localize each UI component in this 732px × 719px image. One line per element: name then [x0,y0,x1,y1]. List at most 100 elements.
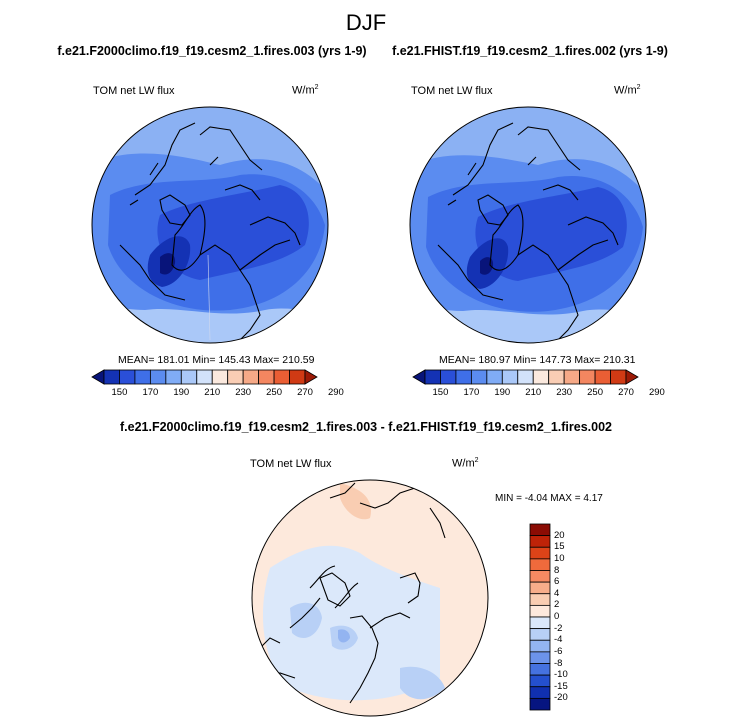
colorbar-box [227,369,244,385]
panel-1-case-title: f.e21.F2000climo.f19_f19.cesm2_1.fires.0… [57,44,367,58]
colorbar-box [258,369,275,385]
panel-2-variable-label: TOM net LW flux [411,85,493,97]
panel-1-polar-map [91,106,329,344]
colorbar-tick-label: 230 [556,387,573,398]
diff-colorbar-box [529,546,551,560]
diff-colorbar-tick-label: 20 [554,529,565,541]
diff-colorbar-tick-label: -15 [554,680,568,692]
colorbar-box [273,369,290,385]
colorbar-box [412,369,426,385]
diff-colorbar-tick-label: 4 [554,587,560,599]
panel-2-stats: MEAN= 180.97 Min= 147.73 Max= 210.31 [439,354,636,366]
diff-colorbar-tick-label: -4 [554,634,563,646]
diff-contour-neg6 [338,629,350,643]
colorbar-box [501,369,519,385]
diff-colorbar [529,523,551,711]
colorbar-box [548,369,565,385]
panel-1-variable-label: TOM net LW flux [93,85,175,97]
diff-colorbar-ticks: 20 15 10 8 6 4 2 0 -2 -4 -6 -8 -10 -15 -20 [554,524,594,710]
diff-colorbar-tick-label: 10 [554,552,565,564]
figure-title: DJF [345,10,387,35]
diff-colorbar-box [529,639,551,653]
colorbar-box [517,369,534,385]
diff-colorbar-box [529,628,551,641]
colorbar-box [149,369,167,385]
colorbar-tick-label: 150 [432,387,449,398]
diff-colorbar-box [529,616,551,630]
colorbar-box [594,369,611,385]
colorbar-box [91,369,105,385]
panel-1-contour-150 [160,253,176,275]
panel-2-contour-170 [475,187,627,281]
colorbar-tick-label: 270 [297,387,313,398]
colorbar-box [165,369,182,385]
diff-colorbar-box [529,581,551,595]
diff-colorbar-tick-label: 2 [554,599,560,611]
panel-1-colorbar [91,369,318,385]
diff-panel-units-label: W/m2 [452,457,479,470]
diff-panel-polar-map [251,479,489,717]
diff-colorbar-tick-label: -6 [554,645,563,657]
colorbar-tick-label: 250 [587,387,603,398]
colorbar-box [180,369,198,385]
colorbar-box [196,369,213,385]
panel-2-colorbar [412,369,639,385]
panel-2-colorbar-ticks: 150 170 190 210 230 250 270 290 [413,387,665,399]
diff-colorbar-box [529,686,551,699]
panel-1-coastlines [119,122,301,341]
diff-colorbar-tick-label: -10 [554,669,568,681]
panel-2-coastlines [437,122,619,341]
diff-colorbar-tick-label: 8 [554,564,560,576]
colorbar-box [455,369,472,385]
colorbar-tick-label: 290 [327,387,344,398]
diff-colorbar-box [529,523,551,537]
diff-colorbar-tick-label: -20 [554,692,568,704]
colorbar-tick-label: 290 [648,387,665,398]
colorbar-box [610,369,627,385]
colorbar-box [211,369,229,385]
diff-colorbar-box [529,697,551,711]
diff-colorbar-tick-label: 15 [554,541,565,553]
colorbar-tick-label: 150 [111,387,128,398]
diff-colorbar-box [529,570,551,583]
diff-contour-neg4 [290,602,322,638]
colorbar-tick-label: 190 [494,387,511,398]
colorbar-tick-label: 210 [204,387,221,398]
diff-colorbar-box [529,558,551,571]
diff-contour-pos2 [340,483,371,520]
colorbar-box [103,369,120,385]
panel-1-units-label: W/m2 [292,84,319,97]
colorbar-tick-label: 270 [618,387,634,398]
colorbar-box [625,369,639,385]
panel-1-colorbar-ticks: 150 170 190 210 230 250 270 290 [92,387,344,399]
diff-colorbar-tick-label: -2 [554,622,563,634]
colorbar-box [242,369,260,385]
diff-colorbar-tick-label: -8 [554,657,563,669]
diff-colorbar-box [529,651,551,664]
diff-colorbar-tick-label: 6 [554,576,560,588]
colorbar-tick-label: 230 [235,387,252,398]
colorbar-box [532,369,550,385]
diff-map-border [251,479,489,717]
diff-colorbar-tick-label: 0 [554,611,560,622]
colorbar-box [134,369,151,385]
colorbar-tick-label: 170 [142,387,159,398]
panel-2-polar-map [409,106,647,344]
panel-1-map-border [91,106,329,344]
colorbar-tick-label: 190 [173,387,190,398]
colorbar-tick-label: 250 [266,387,282,398]
diff-panel-stats: MIN = -4.04 MAX = 4.17 [495,493,603,504]
colorbar-box [289,369,306,385]
diff-colorbar-box [529,604,551,618]
panel-1-stats: MEAN= 181.01 Min= 145.43 Max= 210.59 [118,354,315,366]
colorbar-box [304,369,318,385]
colorbar-tick-label: 170 [463,387,480,398]
colorbar-box [470,369,488,385]
colorbar-tick-label: 210 [525,387,542,398]
diff-colorbar-box [529,593,551,606]
colorbar-box [424,369,441,385]
colorbar-box [486,369,503,385]
colorbar-box [563,369,581,385]
diff-colorbar-box [529,674,551,688]
colorbar-box [579,369,596,385]
